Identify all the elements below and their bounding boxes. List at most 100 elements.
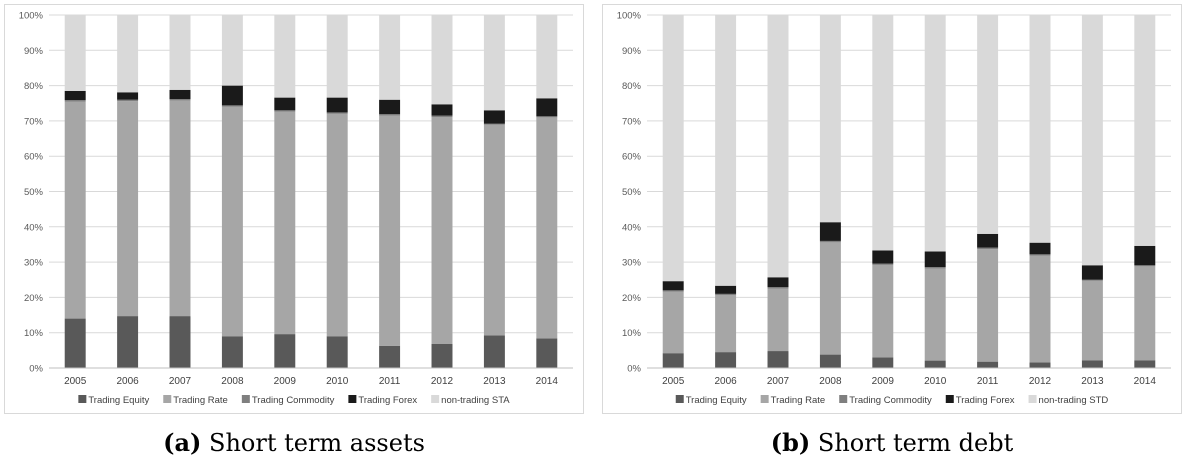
debt-bar-trading-rate-2009 <box>872 265 893 357</box>
assets-bar-trading-forex-2007 <box>170 90 191 99</box>
assets-bar-trading-commodity-2009 <box>274 110 295 111</box>
assets-bar-trading-commodity-2014 <box>536 116 557 117</box>
debt-bar-trading-rate-2013 <box>1082 281 1103 360</box>
assets-y-tick-label: 40% <box>24 222 44 233</box>
assets-bar-non-trading-sta-2013 <box>484 15 505 110</box>
assets-bar-trading-equity-2008 <box>222 336 243 368</box>
assets-x-tick-label: 2005 <box>64 376 87 387</box>
debt-legend-swatch <box>676 395 684 403</box>
debt-bar-non-trading-std-2005 <box>663 15 684 281</box>
stacked-bar-chart-assets: 0%10%20%30%40%50%60%70%80%90%100%2005200… <box>5 5 583 413</box>
assets-y-tick-label: 20% <box>24 293 44 304</box>
assets-bar-trading-rate-2014 <box>536 117 557 338</box>
debt-bar-trading-commodity-2007 <box>768 287 789 288</box>
debt-bar-trading-commodity-2009 <box>872 264 893 265</box>
assets-bar-trading-forex-2009 <box>274 98 295 111</box>
assets-x-tick-label: 2009 <box>274 376 297 387</box>
debt-x-tick-label: 2011 <box>977 376 999 387</box>
assets-bar-trading-equity-2005 <box>65 319 86 368</box>
assets-bar-non-trading-sta-2006 <box>117 15 138 92</box>
assets-bar-trading-equity-2013 <box>484 336 505 368</box>
assets-legend-swatch <box>163 395 171 403</box>
debt-bar-trading-rate-2010 <box>925 268 946 360</box>
debt-x-tick-label: 2010 <box>924 376 947 387</box>
debt-bar-non-trading-std-2006 <box>715 15 736 286</box>
debt-bar-non-trading-std-2009 <box>872 15 893 250</box>
assets-bar-trading-rate-2012 <box>432 117 453 344</box>
assets-bar-trading-rate-2011 <box>379 116 400 346</box>
debt-bar-non-trading-std-2008 <box>820 15 841 222</box>
debt-bar-trading-rate-2007 <box>768 289 789 351</box>
assets-x-tick-label: 2007 <box>169 376 192 387</box>
caption-a-text: Short term assets <box>209 429 425 457</box>
assets-legend-label: Trading Rate <box>173 395 228 406</box>
debt-x-tick-label: 2008 <box>819 376 842 387</box>
assets-bar-trading-forex-2013 <box>484 110 505 123</box>
stacked-bar-chart-debt: 0%10%20%30%40%50%60%70%80%90%100%2005200… <box>603 5 1181 413</box>
debt-y-tick-label: 60% <box>622 152 642 163</box>
debt-bar-non-trading-std-2010 <box>925 15 946 252</box>
assets-bar-trading-rate-2007 <box>170 100 191 316</box>
debt-y-tick-label: 30% <box>622 258 642 269</box>
assets-bar-trading-commodity-2011 <box>379 114 400 115</box>
debt-x-tick-label: 2014 <box>1134 376 1157 387</box>
assets-bar-non-trading-sta-2010 <box>327 15 348 98</box>
debt-legend-swatch <box>761 395 769 403</box>
debt-bar-trading-forex-2006 <box>715 286 736 294</box>
assets-bar-trading-equity-2010 <box>327 336 348 368</box>
assets-bar-trading-equity-2009 <box>274 334 295 368</box>
debt-bar-trading-equity-2010 <box>925 361 946 368</box>
debt-bar-non-trading-std-2013 <box>1082 15 1103 265</box>
debt-bar-trading-forex-2013 <box>1082 265 1103 279</box>
chart-panel-short-term-assets: 0%10%20%30%40%50%60%70%80%90%100%2005200… <box>4 4 584 414</box>
assets-bar-trading-forex-2011 <box>379 100 400 114</box>
caption-a-letter: (a) <box>163 428 201 457</box>
debt-bar-trading-rate-2011 <box>977 249 998 362</box>
debt-y-tick-label: 40% <box>622 222 642 233</box>
assets-y-tick-label: 90% <box>24 46 44 57</box>
assets-bar-trading-rate-2013 <box>484 125 505 336</box>
assets-x-tick-label: 2014 <box>536 376 559 387</box>
assets-y-tick-label: 50% <box>24 187 44 198</box>
assets-x-tick-label: 2010 <box>326 376 349 387</box>
debt-bar-non-trading-std-2014 <box>1134 15 1155 246</box>
assets-bar-non-trading-sta-2007 <box>170 15 191 90</box>
debt-bar-trading-forex-2014 <box>1134 246 1155 265</box>
debt-y-tick-label: 100% <box>617 11 642 22</box>
assets-bar-trading-rate-2008 <box>222 107 243 336</box>
assets-legend-swatch <box>242 395 250 403</box>
debt-bar-trading-rate-2006 <box>715 295 736 352</box>
assets-legend-swatch <box>348 395 356 403</box>
caption-b: (b) Short term debt <box>602 428 1182 457</box>
assets-bar-trading-rate-2005 <box>65 101 86 318</box>
caption-b-text: Short term debt <box>818 429 1013 457</box>
debt-y-tick-label: 90% <box>622 46 642 57</box>
assets-bar-trading-rate-2006 <box>117 101 138 316</box>
debt-x-tick-label: 2013 <box>1081 376 1104 387</box>
debt-bar-trading-rate-2005 <box>663 292 684 353</box>
assets-bar-trading-commodity-2008 <box>222 105 243 106</box>
assets-bar-trading-equity-2012 <box>432 344 453 368</box>
assets-y-tick-label: 10% <box>24 328 44 339</box>
debt-bar-trading-rate-2008 <box>820 242 841 354</box>
assets-bar-trading-equity-2011 <box>379 346 400 368</box>
debt-bar-trading-commodity-2014 <box>1134 265 1155 266</box>
assets-legend-swatch <box>78 395 86 403</box>
debt-legend-label: Trading Forex <box>956 395 1015 406</box>
debt-bar-non-trading-std-2011 <box>977 15 998 234</box>
debt-bar-trading-forex-2010 <box>925 252 946 268</box>
debt-bar-trading-forex-2007 <box>768 277 789 287</box>
debt-bar-trading-equity-2005 <box>663 353 684 368</box>
assets-bar-trading-equity-2014 <box>536 338 557 368</box>
assets-x-tick-label: 2006 <box>116 376 139 387</box>
assets-bar-non-trading-sta-2005 <box>65 15 86 91</box>
debt-legend-label: Trading Equity <box>686 395 747 406</box>
debt-legend-label: non-trading STD <box>1039 395 1109 406</box>
assets-y-tick-label: 80% <box>24 81 44 92</box>
assets-bar-trading-commodity-2010 <box>327 112 348 113</box>
debt-bar-trading-forex-2012 <box>1030 243 1051 255</box>
debt-bar-trading-equity-2012 <box>1030 362 1051 368</box>
chart-panel-short-term-debt: 0%10%20%30%40%50%60%70%80%90%100%2005200… <box>602 4 1182 414</box>
assets-bar-trading-commodity-2005 <box>65 100 86 101</box>
debt-legend-label: Trading Commodity <box>849 395 932 406</box>
